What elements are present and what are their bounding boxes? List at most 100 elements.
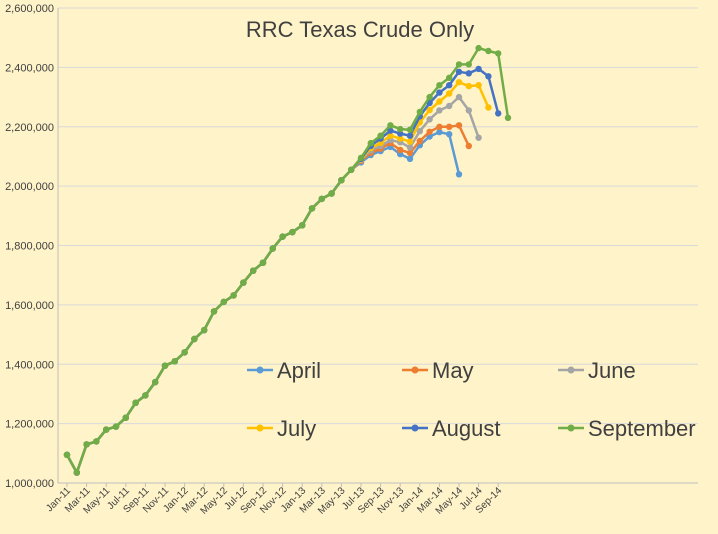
legend-swatch-marker [567, 424, 575, 432]
data-point [73, 469, 81, 476]
data-point [279, 233, 286, 240]
data-point [455, 93, 463, 101]
data-point [406, 149, 414, 157]
y-tick-label: 1,000,000 [5, 478, 54, 490]
data-point [475, 82, 482, 89]
legend-swatch-marker [411, 424, 419, 432]
data-point [416, 137, 423, 145]
data-point [416, 128, 423, 135]
y-tick-label: 2,400,000 [5, 62, 54, 74]
data-point [397, 146, 404, 154]
chart-title: RRC Texas Crude Only [246, 17, 474, 42]
legend-label: June [588, 358, 636, 383]
data-point [475, 134, 482, 141]
data-point [446, 102, 453, 110]
legend-label: April [277, 358, 321, 383]
data-point [436, 128, 443, 136]
series-may [63, 122, 472, 476]
series-september [63, 44, 512, 476]
data-point [455, 68, 463, 76]
y-tick-label: 2,200,000 [5, 122, 54, 134]
data-point [465, 142, 472, 150]
data-point [436, 89, 443, 96]
data-point [83, 441, 90, 448]
data-point [289, 228, 296, 236]
legend-item-june: June [558, 358, 636, 383]
data-point [387, 122, 394, 129]
y-tick-label: 1,600,000 [5, 300, 54, 312]
data-point [426, 128, 433, 135]
data-point [377, 132, 384, 139]
data-point [63, 451, 71, 458]
legend-label: July [277, 416, 316, 441]
data-point [397, 130, 404, 137]
data-point [308, 205, 316, 212]
series-line [65, 46, 510, 474]
data-point [504, 114, 512, 122]
series-line [65, 95, 480, 474]
data-point [220, 298, 227, 306]
y-tick-label: 1,400,000 [5, 359, 54, 371]
data-point [387, 127, 394, 134]
data-point [465, 61, 472, 68]
data-point [406, 144, 414, 151]
data-point [465, 82, 472, 90]
data-point [152, 378, 159, 386]
data-point [181, 349, 188, 356]
data-point [357, 154, 365, 162]
y-tick-label: 2,600,000 [5, 3, 54, 15]
legend: April May June July August September [247, 358, 696, 441]
data-point [318, 195, 325, 203]
data-point [142, 392, 149, 399]
data-point [485, 47, 492, 55]
data-point [103, 426, 110, 433]
series-group [63, 44, 512, 476]
data-point [387, 136, 394, 144]
legend-item-august: August [402, 416, 501, 441]
data-point [210, 308, 218, 315]
data-point [446, 123, 453, 130]
data-point [446, 90, 453, 97]
data-point [397, 135, 404, 142]
data-point [240, 279, 247, 286]
data-point [132, 399, 139, 406]
legend-swatch-marker [256, 424, 264, 432]
data-point [161, 362, 169, 369]
data-point [465, 107, 472, 114]
data-point [446, 82, 453, 89]
data-point [406, 155, 414, 162]
legend-label: May [432, 358, 474, 383]
y-tick-label: 1,800,000 [5, 241, 54, 253]
legend-item-may: May [402, 358, 474, 383]
data-point [455, 122, 463, 129]
data-point [485, 104, 492, 111]
y-tick-label: 2,000,000 [5, 181, 54, 193]
data-point [465, 70, 472, 77]
data-point [455, 61, 463, 68]
data-point [485, 73, 492, 80]
data-point [455, 79, 463, 86]
data-point [387, 132, 394, 139]
data-point [446, 131, 453, 138]
data-point [250, 267, 257, 274]
data-point [436, 107, 443, 114]
data-point [112, 423, 120, 430]
data-point [475, 44, 482, 52]
data-point [436, 98, 443, 105]
legend-item-september: September [558, 416, 696, 441]
data-point [406, 132, 414, 139]
data-point [230, 292, 237, 299]
data-point [406, 138, 414, 145]
data-point [348, 166, 355, 173]
data-point [269, 245, 276, 252]
data-point [426, 106, 433, 114]
legend-item-april: April [247, 358, 321, 383]
data-point [436, 82, 443, 89]
legend-swatch-marker [567, 366, 575, 374]
data-point [93, 438, 100, 445]
data-point [475, 65, 482, 73]
data-point [367, 139, 374, 147]
data-point [328, 190, 335, 197]
